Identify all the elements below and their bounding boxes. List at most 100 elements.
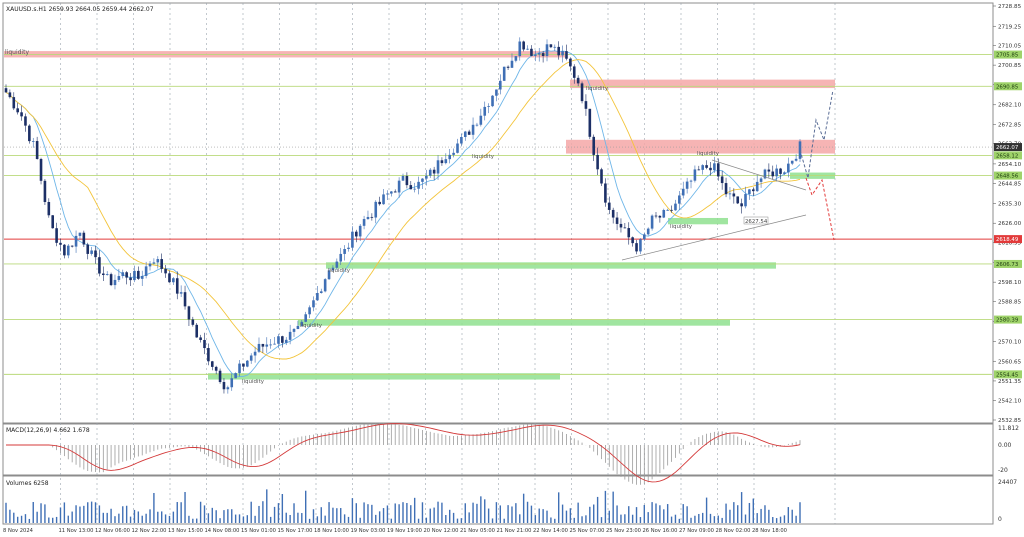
candle-body — [495, 89, 498, 96]
candle-body — [475, 124, 479, 126]
candle-body — [47, 201, 51, 216]
candle-body — [522, 41, 525, 50]
candle-body — [783, 172, 786, 174]
liquidity-label: liquidity — [670, 224, 693, 230]
liquidity-label-left: liquidity — [5, 49, 29, 56]
candle-body — [156, 259, 160, 263]
candle-body — [611, 209, 615, 218]
candle-body — [561, 51, 564, 56]
candle-body — [425, 175, 428, 179]
candle-body — [787, 163, 790, 173]
price-tag-label: 2648.56 — [996, 174, 1019, 180]
candle-body — [378, 201, 381, 205]
candle-body — [514, 56, 518, 61]
candle-body — [164, 268, 167, 274]
candle-body — [207, 348, 210, 362]
volume-axis-zero: 0 — [998, 516, 1002, 523]
candle-body — [487, 106, 490, 107]
candle-body — [63, 244, 66, 256]
candle-body — [763, 169, 767, 179]
time-label: 25 Nov 23:00 — [606, 528, 641, 534]
candle-body — [627, 228, 631, 238]
candle-body — [292, 329, 296, 332]
candle-body — [199, 337, 202, 340]
candle-body — [43, 180, 47, 202]
candle-body — [631, 237, 634, 244]
candle-body — [491, 95, 494, 107]
candle-body — [351, 231, 354, 248]
candle-body — [74, 235, 78, 247]
candle-body — [300, 321, 304, 326]
liquidity-zone — [326, 262, 776, 269]
candle-body — [70, 245, 74, 247]
candle-body — [600, 169, 603, 184]
candle-body — [51, 215, 55, 229]
macd-label: MACD(12,26,9) 4.662 1.678 — [6, 427, 90, 434]
candle-body — [689, 180, 693, 182]
candle-body — [354, 231, 358, 237]
candle-body — [55, 228, 58, 243]
candle-body — [604, 183, 607, 203]
candle-body — [759, 178, 763, 182]
candle-body — [269, 344, 272, 346]
candle-body — [308, 307, 311, 315]
price-tag-bg — [994, 259, 1022, 268]
liquidity-labels: liquidity liquidity liquidity liquidity liqu… — [242, 86, 769, 385]
candle-body — [409, 185, 413, 190]
volume-label: Volumes 6258 — [6, 480, 49, 487]
liquidity-zone — [570, 79, 835, 89]
candle-body — [382, 194, 385, 205]
candle-body — [370, 216, 374, 218]
price-label: 2551.35 — [998, 379, 1022, 385]
candle-body — [319, 291, 323, 294]
candle-body — [413, 188, 416, 190]
time-label: 14 Nov 08:00 — [205, 528, 240, 534]
candle-body — [218, 370, 222, 383]
price-tag-bg — [994, 315, 1022, 324]
candle-body — [105, 274, 109, 276]
price-label: 2616.95 — [998, 240, 1022, 246]
candle-body — [78, 232, 82, 236]
price-tags: 2705.85 2690.85 2662.07 2658.12 2648.56 2618.… — [994, 50, 1022, 379]
price-tag-bg — [994, 50, 1022, 59]
candle-body — [530, 48, 533, 56]
candle-body — [179, 292, 183, 294]
time-label: 19 Nov 03:00 — [351, 528, 386, 534]
candle-body — [502, 66, 506, 81]
liquidity-label: liquidity — [242, 379, 265, 385]
volume-bars — [5, 489, 801, 523]
liquidity-label: liquidity — [697, 151, 720, 157]
candle-body — [393, 191, 397, 193]
candle-body — [148, 263, 152, 267]
candle-body — [281, 336, 284, 343]
candle-body — [203, 339, 206, 349]
candle-body — [584, 101, 588, 109]
projection-bullish — [799, 89, 834, 179]
candle-body — [740, 203, 743, 207]
candle-body — [709, 167, 712, 171]
candle-body — [175, 278, 179, 294]
candle-body — [444, 159, 448, 164]
candle-body — [210, 361, 214, 367]
candle-body — [137, 270, 140, 279]
candle-body — [790, 160, 794, 164]
candle-body — [316, 293, 319, 301]
moving-average-line — [5, 59, 801, 360]
price-label: 2644.85 — [998, 181, 1022, 187]
candle-body — [386, 193, 389, 195]
candle-body — [288, 331, 292, 340]
time-label: 13 Nov 15:00 — [168, 528, 203, 534]
candle-body — [428, 169, 432, 176]
price-label: 2570.10 — [998, 339, 1022, 345]
candle-body — [534, 54, 537, 56]
price-label: 2682.10 — [998, 103, 1022, 109]
time-label: 11 Nov 13:00 — [59, 528, 94, 534]
liquidity-zone — [208, 373, 560, 380]
candle-body — [541, 53, 545, 57]
candle-body — [779, 168, 782, 174]
macd-signal-line — [6, 423, 801, 483]
price-tag-label: 2658.12 — [996, 153, 1018, 159]
candle-body — [183, 292, 187, 307]
candle-body — [331, 267, 335, 271]
